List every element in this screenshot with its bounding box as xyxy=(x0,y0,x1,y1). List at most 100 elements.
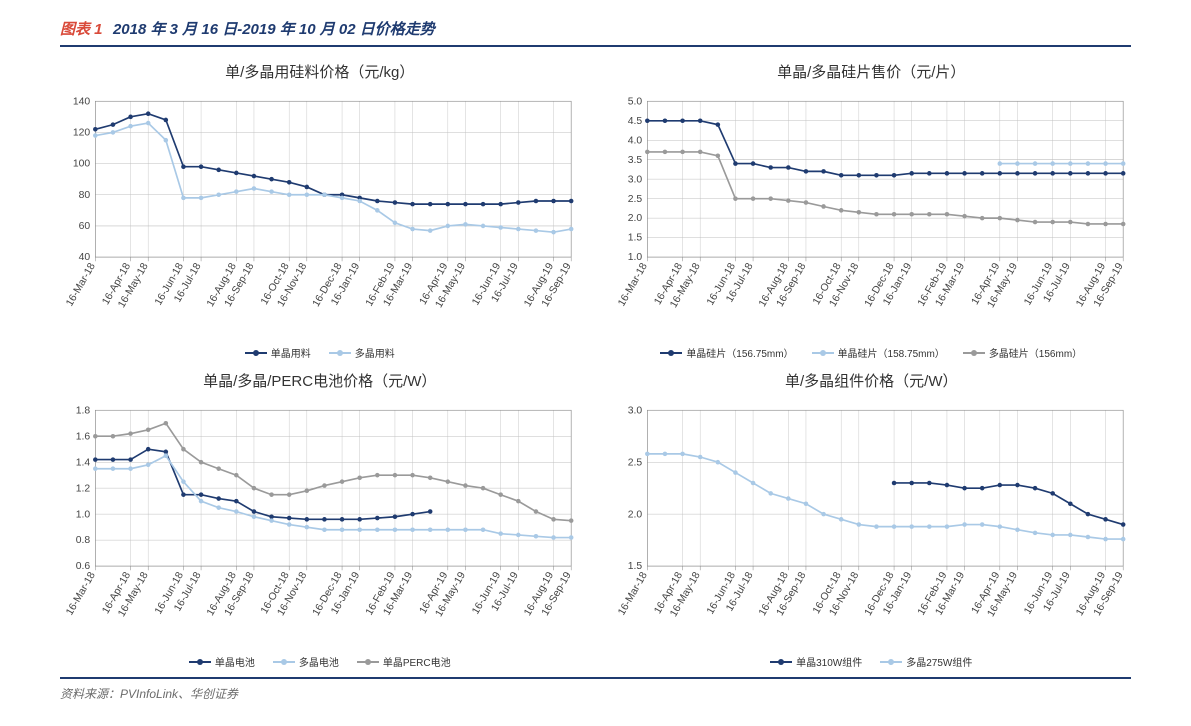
data-marker xyxy=(1120,222,1125,227)
data-marker xyxy=(803,200,808,205)
data-marker xyxy=(962,486,967,491)
legend-swatch xyxy=(273,658,295,666)
chart-title: 单/多晶组件价格（元/W） xyxy=(785,370,958,391)
data-marker xyxy=(891,524,896,529)
data-marker xyxy=(979,216,984,221)
data-marker xyxy=(715,460,720,465)
data-marker xyxy=(428,509,433,514)
data-marker xyxy=(375,199,380,204)
figure-number-label: 图表 1 xyxy=(60,21,103,38)
data-marker xyxy=(680,452,685,457)
data-marker xyxy=(393,221,398,226)
data-marker xyxy=(1068,533,1073,538)
data-marker xyxy=(199,196,204,201)
data-marker xyxy=(962,171,967,176)
data-marker xyxy=(375,516,380,521)
legend-swatch xyxy=(770,658,792,666)
data-marker xyxy=(516,227,521,232)
data-marker xyxy=(252,509,257,514)
data-marker xyxy=(569,227,574,232)
data-marker xyxy=(516,533,521,538)
data-marker xyxy=(838,208,843,213)
data-marker xyxy=(697,118,702,123)
data-marker xyxy=(393,473,398,478)
data-marker xyxy=(428,527,433,532)
data-marker xyxy=(1085,161,1090,166)
data-marker xyxy=(1103,161,1108,166)
data-marker xyxy=(909,481,914,486)
data-marker xyxy=(305,488,310,493)
data-marker xyxy=(481,202,486,207)
data-marker xyxy=(128,431,133,436)
data-marker xyxy=(803,501,808,506)
data-marker xyxy=(1032,161,1037,166)
data-marker xyxy=(111,122,116,127)
data-marker xyxy=(428,475,433,480)
x-tick-label: 16-Mar-18 xyxy=(616,261,650,308)
chart-plot-area: 0.60.81.01.21.41.61.816-Mar-1816-Apr-181… xyxy=(60,395,580,652)
data-marker xyxy=(393,200,398,205)
y-tick-label: 4.5 xyxy=(627,116,642,127)
chart-grid: 单/多晶用硅料价格（元/kg）40608010012014016-Mar-181… xyxy=(60,61,1131,669)
legend-swatch xyxy=(189,658,211,666)
legend-item: 单晶310W组件 xyxy=(770,654,862,669)
chart-title: 单晶/多晶/PERC电池价格（元/W） xyxy=(203,370,436,391)
data-marker xyxy=(181,479,186,484)
data-marker xyxy=(287,516,292,521)
data-marker xyxy=(645,452,650,457)
data-marker xyxy=(534,509,539,514)
data-marker xyxy=(891,173,896,178)
data-marker xyxy=(252,486,257,491)
data-marker xyxy=(534,534,539,539)
data-marker xyxy=(1068,501,1073,506)
data-series-line xyxy=(95,423,571,520)
data-marker xyxy=(146,447,151,452)
data-marker xyxy=(645,150,650,155)
data-marker xyxy=(164,421,169,426)
data-marker xyxy=(768,165,773,170)
data-marker xyxy=(181,492,186,497)
data-marker xyxy=(305,517,310,522)
data-marker xyxy=(199,492,204,497)
data-marker xyxy=(498,531,503,536)
y-tick-label: 2.0 xyxy=(627,509,642,520)
source-footer: 资料来源：PVInfoLink、华创证券 xyxy=(60,677,1131,702)
legend-label: 单晶硅片（156.75mm） xyxy=(686,345,793,360)
data-marker xyxy=(199,499,204,504)
data-marker xyxy=(1085,535,1090,540)
data-marker xyxy=(821,169,826,174)
figure-title: 2018 年 3 月 16 日-2019 年 10 月 02 日价格走势 xyxy=(113,21,435,38)
legend-item: 单晶PERC电池 xyxy=(357,654,451,669)
data-marker xyxy=(856,522,861,527)
data-marker xyxy=(551,535,556,540)
data-marker xyxy=(340,527,345,532)
data-marker xyxy=(181,196,186,201)
data-marker xyxy=(1015,218,1020,223)
data-marker xyxy=(234,473,239,478)
data-marker xyxy=(463,222,468,227)
data-marker xyxy=(962,214,967,219)
data-marker xyxy=(786,165,791,170)
data-marker xyxy=(164,453,169,458)
data-marker xyxy=(234,171,239,176)
x-tick-label: 16-Mar-18 xyxy=(64,570,98,617)
legend-swatch xyxy=(329,349,351,357)
data-marker xyxy=(838,173,843,178)
data-marker xyxy=(1050,171,1055,176)
data-marker xyxy=(498,492,503,497)
data-marker xyxy=(428,202,433,207)
y-tick-label: 5.0 xyxy=(627,96,642,107)
data-marker xyxy=(322,483,327,488)
y-tick-label: 120 xyxy=(73,128,91,139)
data-marker xyxy=(944,212,949,217)
chart-legend: 单晶用料多晶用料 xyxy=(245,345,395,360)
data-marker xyxy=(1050,533,1055,538)
data-marker xyxy=(927,481,932,486)
y-tick-label: 0.8 xyxy=(76,535,91,546)
chart-plot-area: 40608010012014016-Mar-1816-Apr-1816-May-… xyxy=(60,86,580,343)
data-marker xyxy=(393,527,398,532)
legend-label: 单晶PERC电池 xyxy=(383,654,451,669)
data-marker xyxy=(733,470,738,475)
chart-legend: 单晶电池多晶电池单晶PERC电池 xyxy=(189,654,451,669)
legend-label: 单晶用料 xyxy=(271,345,311,360)
